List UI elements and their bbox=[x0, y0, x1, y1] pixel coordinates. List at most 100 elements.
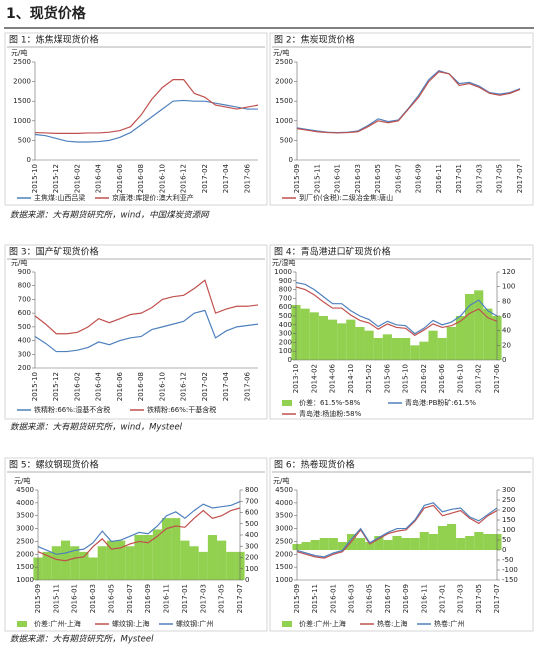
y-tick-label: 2500 bbox=[13, 58, 31, 66]
legend-label: 京唐港:库提价:澳大利亚产 bbox=[112, 193, 194, 202]
area-bar bbox=[365, 542, 375, 550]
y2-tick-label: 300 bbox=[502, 486, 515, 494]
area-bar bbox=[401, 538, 411, 550]
area-bar bbox=[171, 518, 181, 580]
y-tick-label: 2500 bbox=[16, 537, 34, 545]
x-tick-label: 2017-04 bbox=[222, 163, 230, 193]
y-tick-label: 100 bbox=[279, 347, 292, 355]
x-tick-label: 2016-10 bbox=[456, 364, 464, 393]
x-tick-label: 2017-06 bbox=[243, 371, 251, 401]
legend-label: 螺纹钢:广州 bbox=[176, 619, 213, 628]
y2-tick-label: 600 bbox=[245, 509, 258, 517]
x-tick-label: 2017-02 bbox=[201, 372, 209, 401]
y2-tick-label: -150 bbox=[502, 576, 518, 584]
y2-tick-label: 150 bbox=[502, 516, 515, 524]
x-tick-label: 2015-10 bbox=[402, 364, 410, 393]
x-tick-label: 2017-06 bbox=[243, 163, 251, 193]
x-tick-label: 2016-04 bbox=[95, 371, 103, 401]
y-tick-label: 4000 bbox=[16, 499, 34, 507]
x-tick-label: 2015-02 bbox=[365, 364, 373, 393]
legend-swatch bbox=[282, 400, 292, 406]
legend-label: 价差：61.5%-58% bbox=[299, 398, 361, 407]
y2-tick-label: 250 bbox=[502, 496, 515, 504]
y-tick-label: 0 bbox=[288, 356, 292, 364]
area-bar bbox=[301, 542, 311, 550]
y-tick-label: 200 bbox=[279, 338, 292, 346]
chart-title: 图 1：炼焦煤现货价格 bbox=[9, 34, 99, 46]
x-tick-label: 2015-09 bbox=[293, 164, 301, 193]
y-tick-label: 1000 bbox=[16, 576, 34, 584]
area-bar bbox=[374, 536, 384, 550]
y-tick-label: 500 bbox=[279, 312, 292, 320]
area-bar bbox=[143, 535, 153, 580]
x-tick-label: 2016-06 bbox=[116, 163, 124, 193]
area-bar bbox=[226, 551, 236, 580]
y-tick-label: 1000 bbox=[275, 117, 293, 125]
legend-swatch bbox=[17, 621, 27, 627]
area-bar bbox=[465, 536, 475, 550]
legend-label: 螺纹钢:上海 bbox=[112, 619, 149, 628]
x-tick-label: 2016-09 bbox=[402, 584, 410, 613]
y-axis-label: 元/吨 bbox=[273, 476, 289, 485]
y-tick-label: 4500 bbox=[275, 486, 293, 494]
y-tick-label: 300 bbox=[18, 350, 31, 358]
x-tick-label: 2015-09 bbox=[293, 584, 301, 613]
area-bar bbox=[401, 338, 411, 360]
y-tick-label: 400 bbox=[18, 337, 31, 345]
area-bar bbox=[428, 330, 438, 360]
y-tick-label: 4000 bbox=[275, 499, 293, 507]
area-bar bbox=[419, 532, 429, 550]
y-tick-label: 1500 bbox=[275, 563, 293, 571]
x-tick-label: 2016-06 bbox=[438, 363, 446, 393]
chart-panel bbox=[4, 244, 268, 420]
area-bar bbox=[319, 538, 329, 550]
x-tick-label: 2015-06 bbox=[383, 363, 391, 393]
legend-label: 青岛港:杨迪粉:58% bbox=[299, 409, 362, 418]
series-line bbox=[37, 507, 241, 562]
y-axis-label: 元/吨 bbox=[273, 48, 289, 57]
y-tick-label: 3000 bbox=[16, 525, 34, 533]
legend-label: 铁精粉:66%:干基含税 bbox=[147, 405, 216, 414]
y-tick-label: 700 bbox=[18, 295, 31, 303]
x-tick-label: 2017-03 bbox=[475, 164, 483, 193]
section-title: 1、现货价格 bbox=[6, 5, 87, 22]
y-tick-label: 2500 bbox=[275, 537, 293, 545]
legend-label: 热卷:上海 bbox=[377, 619, 407, 628]
series-line bbox=[296, 71, 521, 134]
series-line bbox=[34, 99, 258, 143]
y2-tick-label: 40 bbox=[502, 327, 511, 335]
y2-tick-label: 0 bbox=[245, 576, 249, 584]
y-tick-label: 500 bbox=[18, 323, 31, 331]
area-bar bbox=[217, 540, 227, 580]
area-bar bbox=[327, 319, 338, 360]
x-tick-label: 2017-01 bbox=[181, 584, 189, 613]
y2-tick-label: 0 bbox=[502, 546, 506, 554]
area-bar bbox=[337, 323, 347, 360]
x-tick-label: 2016-11 bbox=[435, 164, 443, 193]
x-tick-label: 2014-06 bbox=[329, 363, 337, 393]
area-bar bbox=[116, 540, 126, 580]
area-bar bbox=[161, 518, 172, 580]
series-line bbox=[295, 281, 498, 335]
legend-label: 价差:广州-上海 bbox=[34, 619, 81, 628]
source-note: 数据来源：大有期货研究所，wind，中国煤炭资源网 bbox=[10, 210, 210, 221]
area-bar bbox=[455, 316, 466, 360]
legend-label: 青岛港:PB粉矿:61.5% bbox=[405, 398, 476, 407]
area-bar bbox=[328, 538, 338, 550]
x-tick-label: 2016-08 bbox=[137, 372, 145, 401]
x-tick-label: 2016-05 bbox=[107, 584, 115, 613]
area-bar bbox=[383, 540, 393, 550]
source-note: 数据来源：大有期货研究所，wind，Mysteel bbox=[10, 422, 183, 433]
y-tick-label: 1000 bbox=[274, 268, 292, 276]
y2-tick-label: 800 bbox=[245, 486, 258, 494]
area-bar bbox=[97, 546, 107, 580]
y2-tick-label: 80 bbox=[502, 297, 511, 305]
legend-label: 到厂价(含税):二级冶金焦:唐山 bbox=[299, 193, 393, 202]
source-note: 数据来源：大有期货研究所，Mysteel bbox=[10, 634, 154, 645]
x-tick-label: 2017-07 bbox=[236, 584, 244, 613]
area-bar bbox=[180, 540, 190, 580]
x-tick-label: 2016-04 bbox=[95, 163, 103, 193]
y2-tick-label: 100 bbox=[245, 565, 258, 573]
area-bar bbox=[456, 538, 466, 550]
legend-swatch bbox=[282, 621, 292, 627]
